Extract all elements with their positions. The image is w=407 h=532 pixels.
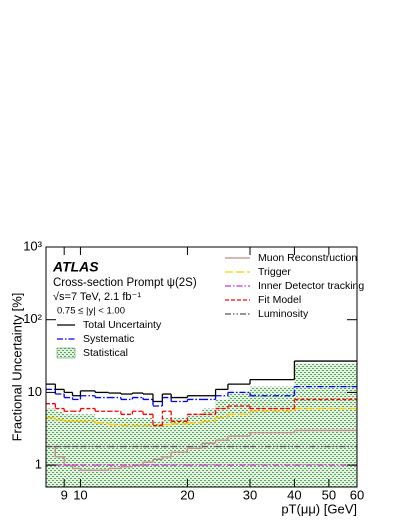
atlas-label: ATLAS xyxy=(52,259,99,275)
stat-bar xyxy=(294,363,357,487)
stat-bar xyxy=(215,399,228,487)
stat-bar xyxy=(152,421,163,487)
stat-bar xyxy=(143,417,153,487)
plot-area xyxy=(46,360,357,487)
stat-bar xyxy=(46,408,56,487)
y-tick-label: 10³ xyxy=(23,238,42,253)
x-tick-label: 20 xyxy=(180,487,194,502)
x-tick-label: 9 xyxy=(61,487,68,502)
stat-bar xyxy=(162,417,172,487)
x-tick-label: 40 xyxy=(287,487,301,502)
legend-swatch xyxy=(56,347,76,359)
x-tick-label: 30 xyxy=(243,487,257,502)
stat-bar xyxy=(55,411,65,487)
legend-label: Fit Model xyxy=(258,294,301,306)
stat-bar xyxy=(187,414,203,487)
legend-label: Systematic xyxy=(83,333,134,345)
x-tick-label: 50 xyxy=(322,487,336,502)
x-tick-label: 10 xyxy=(73,487,87,502)
annotation: 0.75 ≤ |y| < 1.00 xyxy=(57,306,125,317)
y-tick-label: 1 xyxy=(35,457,42,472)
stat-bar xyxy=(95,417,109,487)
legend-label: Muon Reconstruction xyxy=(258,252,357,264)
x-tick-label: 60 xyxy=(350,487,364,502)
legend-label: Statistical xyxy=(83,347,128,359)
legend-label: Inner Detector tracking xyxy=(258,280,364,292)
y-tick-label: 10² xyxy=(23,311,42,326)
stat-bar xyxy=(72,414,81,487)
annotation: Cross-section Prompt ψ(2S) xyxy=(53,277,197,289)
legend-label: Luminosity xyxy=(258,308,309,320)
x-axis-title: pT(μμ) [GeV] xyxy=(281,501,357,516)
y-tick-label: 10 xyxy=(28,384,42,399)
stat-bar xyxy=(227,392,251,487)
legend-label: Trigger xyxy=(258,266,291,278)
plot-frame xyxy=(45,246,358,488)
stat-bar xyxy=(64,414,73,487)
stat-bar xyxy=(202,408,216,487)
stat-bar xyxy=(80,414,96,487)
stat-bar xyxy=(108,417,121,487)
stat-bar xyxy=(132,417,144,487)
stat-bar xyxy=(120,417,133,487)
annotation: √s=7 TeV, 2.1 fb⁻¹ xyxy=(53,291,141,303)
stat-bar xyxy=(250,386,295,487)
legend-label: Total Uncertainty xyxy=(83,319,162,331)
y-axis-title: Fractional Uncertainty [%] xyxy=(9,293,24,442)
